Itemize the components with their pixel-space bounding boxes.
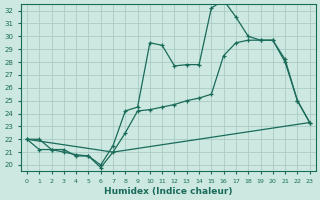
X-axis label: Humidex (Indice chaleur): Humidex (Indice chaleur) [104, 187, 233, 196]
